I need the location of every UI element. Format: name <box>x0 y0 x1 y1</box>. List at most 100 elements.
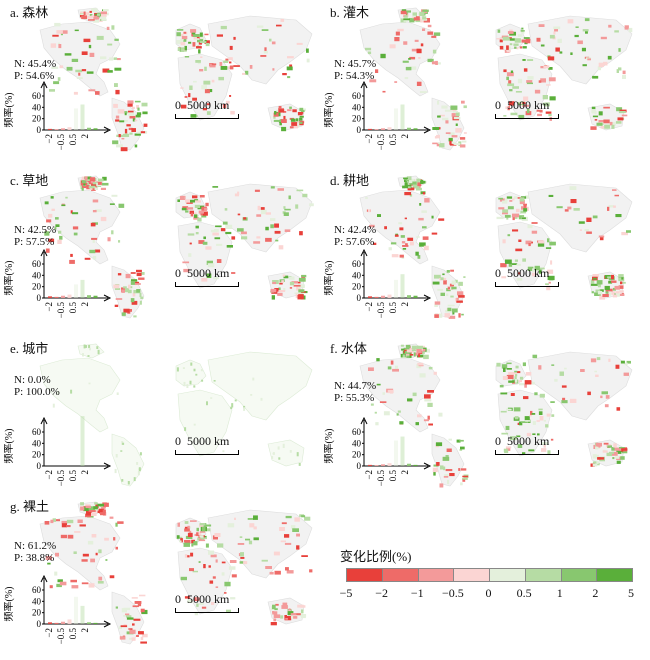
change-pixel <box>423 354 429 360</box>
change-pixel <box>523 203 527 206</box>
change-pixel <box>198 49 201 54</box>
change-pixel <box>187 532 193 537</box>
change-pixel <box>89 177 96 181</box>
change-pixel <box>513 407 521 412</box>
change-pixel <box>98 576 103 581</box>
change-pixel <box>289 281 295 286</box>
change-pixel <box>431 35 437 38</box>
hist-bar <box>387 294 392 298</box>
change-pixel <box>518 215 525 220</box>
map-panel-c: c. 草地 N: 42.5% P: 57.5% 频率(%) 0 20 40 60 −2 −0.5 0… <box>0 168 315 323</box>
hist-bar <box>87 295 91 298</box>
change-pixel <box>514 38 521 43</box>
change-pixel <box>129 637 133 640</box>
change-pixel <box>89 10 92 13</box>
change-pixel <box>184 427 187 431</box>
change-pixel <box>526 432 532 437</box>
change-pixel <box>249 523 255 528</box>
stat-n-b: N: 45.7% <box>334 58 377 70</box>
change-pixel <box>205 43 210 47</box>
change-pixel <box>186 207 194 210</box>
change-pixel <box>97 178 104 182</box>
change-pixel <box>206 273 212 278</box>
change-pixel <box>281 280 284 283</box>
change-pixel <box>119 636 126 640</box>
change-pixel <box>454 279 458 283</box>
change-pixel <box>107 43 113 46</box>
change-pixel <box>592 454 597 459</box>
change-pixel <box>287 56 294 59</box>
hist-ytick-label: 0 <box>37 125 42 135</box>
change-pixel <box>126 615 132 618</box>
change-pixel <box>201 85 207 90</box>
change-pixel <box>245 538 251 541</box>
change-pixel <box>597 283 601 288</box>
change-pixel <box>523 37 530 39</box>
change-pixel <box>387 389 394 394</box>
change-pixel <box>419 373 426 378</box>
change-pixel <box>184 528 190 532</box>
change-pixel <box>509 38 515 41</box>
change-pixel <box>449 140 452 145</box>
change-pixel <box>263 50 268 54</box>
change-pixel <box>454 143 461 145</box>
change-pixel <box>437 288 443 291</box>
change-pixel <box>122 442 125 445</box>
hist-ylabel: 频率(%) <box>4 261 15 296</box>
change-pixel <box>116 58 121 61</box>
change-pixel <box>545 247 552 249</box>
hist-bar <box>387 127 392 130</box>
change-pixel <box>100 56 107 60</box>
hist-bar <box>48 128 52 130</box>
change-pixel <box>528 449 535 452</box>
change-pixel <box>616 69 619 73</box>
change-pixel <box>243 407 246 411</box>
change-pixel <box>526 80 533 83</box>
change-pixel <box>205 246 212 250</box>
change-pixel <box>275 603 279 606</box>
change-pixel <box>181 35 188 40</box>
change-pixel <box>547 238 550 243</box>
change-pixel <box>129 629 136 634</box>
change-pixel <box>208 565 211 568</box>
change-pixel <box>597 66 601 71</box>
change-pixel <box>283 275 289 279</box>
scale-bar-line <box>175 282 239 287</box>
change-pixel <box>367 209 371 213</box>
map-panel-d: d. 耕地 N: 42.4% P: 57.6% 频率(%) 0 20 40 60 −2 −0.5 0… <box>320 168 635 323</box>
change-pixel <box>97 349 100 355</box>
change-pixel <box>546 413 551 417</box>
change-pixel <box>524 380 532 385</box>
change-pixel <box>422 9 429 12</box>
change-pixel <box>517 78 523 84</box>
change-pixel <box>199 69 204 72</box>
change-pixel <box>403 18 410 21</box>
change-pixel <box>549 277 554 281</box>
change-pixel <box>81 582 89 585</box>
change-pixel <box>176 32 181 37</box>
change-pixel <box>125 613 130 616</box>
change-pixel <box>603 106 610 109</box>
change-pixel <box>549 34 555 39</box>
change-pixel <box>190 552 194 557</box>
change-pixel <box>270 622 277 626</box>
change-pixel <box>93 506 98 510</box>
change-pixel <box>513 196 518 199</box>
change-pixel <box>592 277 597 280</box>
change-pixel <box>116 392 119 395</box>
change-pixel <box>94 509 97 513</box>
change-pixel <box>613 205 616 208</box>
change-pixel <box>406 10 411 13</box>
change-pixel <box>442 117 449 121</box>
change-pixel <box>285 567 289 571</box>
change-pixel <box>452 110 459 113</box>
hist-ytick-label: 20 <box>32 608 42 618</box>
change-pixel <box>49 585 53 589</box>
hist-bar <box>93 128 98 130</box>
change-pixel <box>274 288 279 292</box>
change-pixel <box>196 36 200 39</box>
change-pixel <box>365 47 372 51</box>
change-pixel <box>549 241 556 246</box>
change-pixel <box>457 291 464 296</box>
change-pixel <box>220 25 227 30</box>
